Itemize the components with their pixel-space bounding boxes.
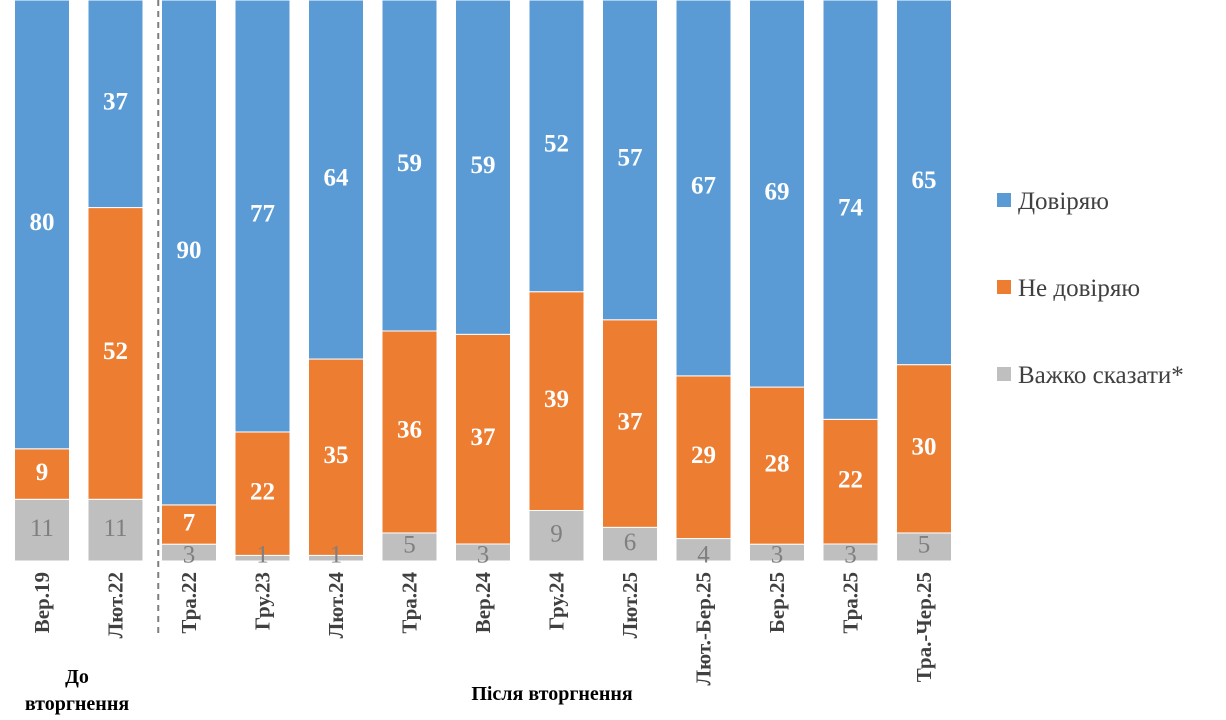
data-label-trust-6: 59 bbox=[471, 152, 496, 179]
legend: Довіряю Не довіряю Важко сказати* bbox=[997, 188, 1184, 389]
group-label-after: Після вторгнення bbox=[471, 683, 633, 705]
data-label-distrust-5: 36 bbox=[397, 417, 422, 444]
data-label-hard-to-say-4: 1 bbox=[330, 542, 343, 569]
category-label-12: Тра.-Чер.25 bbox=[912, 572, 936, 682]
bar-distrust-0 bbox=[14, 448, 70, 500]
data-label-hard-to-say-0: 11 bbox=[30, 515, 54, 542]
bar-distrust-3 bbox=[234, 431, 291, 556]
legend-swatch-distrust bbox=[997, 280, 1011, 294]
group-label-before-1: До bbox=[65, 666, 89, 688]
data-label-hard-to-say-3: 1 bbox=[256, 542, 269, 569]
bar-distrust-9 bbox=[675, 375, 732, 540]
legend-label-hard-to-say: Важко сказати* bbox=[1018, 362, 1184, 389]
category-label-8: Лют.25 bbox=[618, 572, 642, 638]
data-label-distrust-7: 39 bbox=[544, 386, 569, 413]
data-label-distrust-3: 22 bbox=[250, 478, 275, 505]
data-label-hard-to-say-1: 11 bbox=[103, 515, 127, 542]
data-label-hard-to-say-2: 3 bbox=[183, 542, 196, 569]
legend-swatch-trust bbox=[997, 193, 1011, 207]
bar-hard-to-say-0 bbox=[14, 498, 70, 562]
data-label-trust-3: 77 bbox=[250, 201, 275, 228]
bar-distrust-2 bbox=[161, 504, 217, 545]
bar-trust-5 bbox=[381, 0, 438, 332]
data-label-hard-to-say-9: 4 bbox=[697, 542, 710, 569]
bar-hard-to-say-8 bbox=[602, 526, 658, 562]
data-label-hard-to-say-6: 3 bbox=[477, 542, 490, 569]
bar-trust-3 bbox=[234, 0, 291, 433]
bar-distrust-5 bbox=[381, 330, 438, 534]
data-label-trust-7: 52 bbox=[544, 131, 569, 158]
group-labels-layer: До вторгнення Після вторгнення bbox=[25, 666, 633, 715]
bar-trust-4 bbox=[308, 0, 364, 360]
category-label-9: Лют.-Бер.25 bbox=[692, 572, 716, 686]
category-label-2: Тра.22 bbox=[177, 572, 201, 634]
legend-swatch-hard-to-say bbox=[997, 367, 1011, 381]
data-label-distrust-4: 35 bbox=[324, 442, 349, 469]
category-label-5: Тра.24 bbox=[398, 572, 422, 634]
bar-trust-0 bbox=[14, 0, 70, 450]
bar-trust-12 bbox=[896, 0, 952, 366]
data-label-hard-to-say-10: 3 bbox=[771, 542, 784, 569]
data-label-hard-to-say-8: 6 bbox=[624, 529, 637, 556]
data-label-distrust-6: 37 bbox=[471, 424, 496, 451]
bar-trust-7 bbox=[528, 0, 585, 293]
category-label-10: Бер.25 bbox=[765, 572, 789, 633]
category-label-6: Вер.24 bbox=[471, 572, 495, 634]
data-label-hard-to-say-5: 5 bbox=[403, 532, 416, 559]
data-label-trust-1: 37 bbox=[103, 89, 128, 116]
group-label-before-2: вторгнення bbox=[25, 693, 130, 715]
legend-label-trust: Довіряю bbox=[1018, 188, 1109, 215]
data-label-hard-to-say-12: 5 bbox=[918, 532, 931, 559]
bar-trust-9 bbox=[675, 0, 732, 377]
bar-hard-to-say-12 bbox=[896, 532, 952, 562]
bar-distrust-12 bbox=[896, 364, 952, 534]
data-label-distrust-9: 29 bbox=[691, 442, 716, 469]
bar-trust-8 bbox=[602, 0, 658, 321]
data-label-trust-5: 59 bbox=[397, 150, 422, 177]
data-label-distrust-11: 22 bbox=[838, 466, 863, 493]
data-label-trust-12: 65 bbox=[912, 167, 937, 194]
data-label-distrust-10: 28 bbox=[765, 450, 790, 477]
data-label-distrust-0: 9 bbox=[36, 459, 49, 486]
bars-layer bbox=[14, 0, 952, 562]
data-label-distrust-12: 30 bbox=[912, 434, 937, 461]
category-label-4: Лют.24 bbox=[324, 572, 348, 639]
data-label-trust-10: 69 bbox=[765, 178, 790, 205]
bar-trust-2 bbox=[161, 0, 217, 506]
bar-distrust-10 bbox=[749, 386, 805, 545]
bar-hard-to-say-5 bbox=[381, 532, 438, 562]
legend-label-distrust: Не довіряю bbox=[1018, 275, 1140, 302]
category-label-7: Гру.24 bbox=[545, 572, 569, 631]
bar-trust-10 bbox=[749, 0, 805, 388]
category-labels-layer: Вер.19 Лют.22 Тра.22 Гру.23 Лют.24 Тра.24 Вер.… bbox=[30, 572, 936, 686]
bar-distrust-6 bbox=[455, 333, 511, 545]
data-label-distrust-8: 37 bbox=[618, 408, 643, 435]
category-label-0: Вер.19 bbox=[30, 572, 54, 633]
bar-distrust-1 bbox=[87, 207, 144, 500]
bar-distrust-11 bbox=[822, 418, 879, 545]
data-label-hard-to-say-7: 9 bbox=[550, 520, 563, 547]
data-label-distrust-2: 7 bbox=[183, 509, 196, 536]
data-label-trust-8: 57 bbox=[618, 145, 643, 172]
data-labels-layer: 1198011523737901227713564536593375993952… bbox=[30, 89, 937, 569]
data-label-trust-2: 90 bbox=[177, 237, 202, 264]
category-label-3: Гру.23 bbox=[251, 572, 275, 630]
data-label-trust-4: 64 bbox=[324, 164, 350, 191]
category-label-11: Тра.25 bbox=[839, 572, 863, 634]
bar-hard-to-say-7 bbox=[528, 510, 585, 562]
data-label-trust-0: 80 bbox=[30, 209, 55, 236]
data-label-hard-to-say-11: 3 bbox=[844, 542, 857, 569]
data-label-trust-11: 74 bbox=[838, 194, 864, 221]
bar-trust-1 bbox=[87, 0, 144, 209]
bar-distrust-7 bbox=[528, 291, 585, 512]
data-label-trust-9: 67 bbox=[691, 173, 716, 200]
bar-trust-6 bbox=[455, 0, 511, 335]
bar-distrust-8 bbox=[602, 319, 658, 528]
data-label-distrust-1: 52 bbox=[103, 338, 128, 365]
bar-trust-11 bbox=[822, 0, 879, 420]
category-label-1: Лют.22 bbox=[104, 572, 128, 638]
bar-distrust-4 bbox=[308, 358, 364, 556]
